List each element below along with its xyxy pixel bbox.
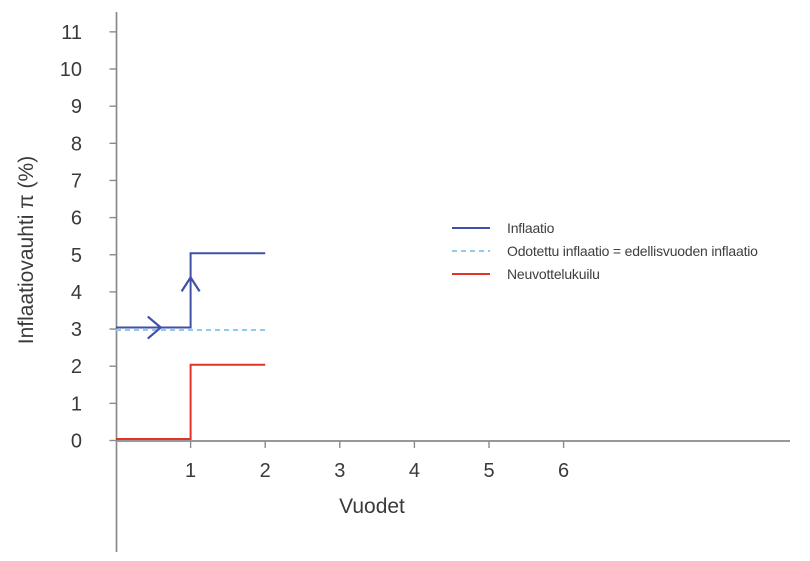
y-tick-label: 0: [71, 431, 82, 453]
legend-label: Odotettu inflaatio = edellisvuoden infla…: [507, 242, 758, 259]
arrow-right-icon: [147, 315, 163, 340]
y-tick-label: 1: [71, 393, 82, 415]
x-tick-label: 4: [409, 460, 420, 482]
y-tick-label: 8: [71, 133, 82, 155]
y-tick-label: 6: [71, 208, 82, 230]
x-tick-label: 6: [558, 460, 569, 482]
legend-item-inflaatio: Inflaatio: [452, 216, 758, 239]
y-tick-label: 10: [60, 59, 82, 81]
x-axis-title: Vuodet: [339, 495, 405, 518]
x-tick-label: 5: [483, 460, 494, 482]
legend-line-solid-red-icon: [452, 272, 490, 275]
legend-line-dashed-lightblue-icon: [452, 249, 490, 252]
arrow-up-icon: [180, 275, 201, 292]
y-axis-title: Inflaatiovauhti π (%): [15, 155, 38, 345]
y-tick-label: 3: [71, 319, 82, 341]
x-tick-label: 3: [334, 460, 345, 482]
x-tick-label: 1: [185, 460, 196, 482]
legend: Inflaatio Odotettu inflaatio = edellisvu…: [452, 216, 758, 285]
y-tick-label: 5: [71, 245, 82, 267]
legend-label: Inflaatio: [507, 219, 555, 236]
x-tick-label: 2: [260, 460, 271, 482]
legend-label: Neuvottelukuilu: [507, 265, 600, 282]
y-tick-label: 11: [61, 22, 82, 44]
legend-item-odotettu-inflaatio: Odotettu inflaatio = edellisvuoden infla…: [452, 239, 758, 262]
series-line-0: [116, 252, 266, 329]
y-tick-label: 9: [71, 96, 82, 118]
y-tick-label: 7: [71, 170, 82, 192]
legend-line-solid-blue-icon: [452, 226, 490, 229]
y-tick-label: 4: [71, 282, 82, 304]
series-line-2: [116, 363, 266, 440]
legend-item-neuvottelukuilu: Neuvottelukuilu: [452, 262, 758, 285]
y-tick-label: 2: [71, 356, 82, 378]
